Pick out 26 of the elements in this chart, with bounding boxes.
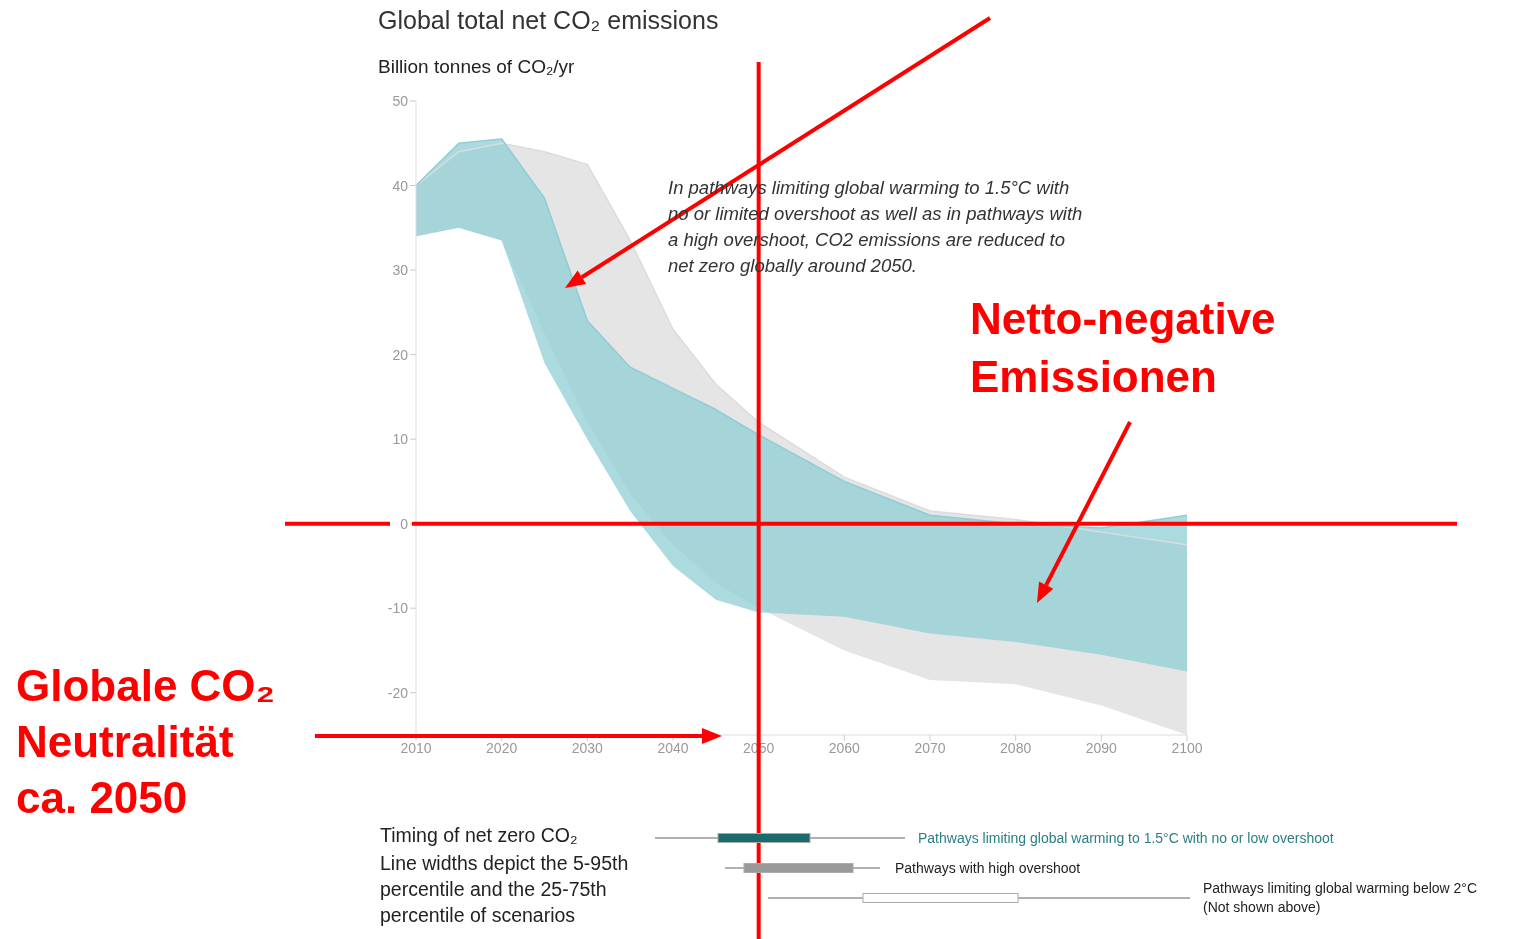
text: Pathways with high overshoot	[895, 858, 1081, 878]
y-tick-label: 40	[392, 177, 409, 194]
text: Line widths depict the 5-95th percentile and the 25-75th percentile of scenarios	[380, 851, 630, 928]
x-tick-label: 2030	[571, 739, 604, 756]
x-tick-label: 2060	[828, 739, 861, 756]
y-axis-title: Billion tonnes of CO₂/yr	[378, 56, 575, 78]
x-tick-label: 2040	[657, 739, 689, 756]
y-tick-label: -10	[387, 600, 409, 617]
y-tick-label: 20	[392, 346, 409, 363]
y-tick-label: 30	[392, 262, 409, 279]
chart-title: Global total net CO₂ emissions	[378, 6, 719, 35]
x-tick-label: 2100	[1171, 739, 1203, 756]
x-tick-label: 2090	[1085, 739, 1118, 756]
text: Pathways limiting global warming to 1.5°C with no or low overshoot	[918, 828, 1334, 848]
text: Timing of net zero CO₂	[380, 824, 578, 847]
x-tick-label: 2020	[486, 739, 518, 756]
x-tick-label: 2010	[400, 739, 432, 756]
y-tick-label: -20	[387, 684, 409, 701]
text: Globale CO₂ Neutralität ca. 2050	[16, 660, 277, 824]
y-tick-label: 10	[392, 431, 409, 448]
y-tick-label: 0	[400, 515, 409, 532]
annotation: Netto-negative Emissionen	[970, 293, 1277, 403]
x-tick-label: 2070	[914, 739, 946, 756]
y-tick-label: 50	[392, 92, 409, 109]
x-tick-label: 2080	[1000, 739, 1032, 756]
text: Pathways limiting global warming below 2°C (Not shown above)	[1203, 879, 1478, 917]
